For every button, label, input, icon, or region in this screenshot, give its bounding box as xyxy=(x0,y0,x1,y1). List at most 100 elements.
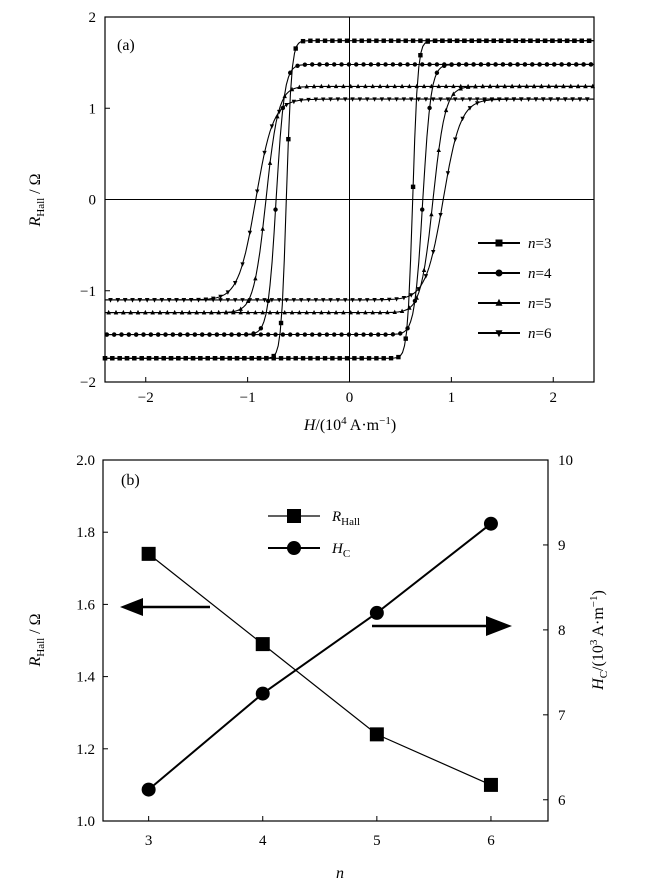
data-point xyxy=(355,83,361,89)
data-point xyxy=(533,97,539,102)
data-point xyxy=(401,295,407,301)
data-point xyxy=(247,298,253,303)
data-point xyxy=(427,62,432,67)
data-point xyxy=(416,97,421,102)
data-point xyxy=(293,46,298,51)
data-point xyxy=(262,298,267,303)
data-point xyxy=(368,332,374,337)
data-point xyxy=(421,267,427,272)
data-point xyxy=(405,62,410,67)
data-point xyxy=(460,116,465,122)
data-point xyxy=(390,332,396,337)
data-point xyxy=(333,310,339,315)
data-point xyxy=(253,310,258,315)
data-point xyxy=(194,310,199,315)
data-point xyxy=(407,305,412,310)
data-point xyxy=(267,160,273,165)
data-point xyxy=(519,97,524,102)
data-point xyxy=(394,97,399,102)
data-point xyxy=(412,62,418,67)
data-point xyxy=(240,298,245,303)
data-point xyxy=(374,356,379,361)
data-point xyxy=(486,62,491,67)
data-point xyxy=(310,332,315,337)
data-point xyxy=(552,62,557,67)
data-point xyxy=(414,83,419,89)
data-point xyxy=(410,38,416,43)
branch-descending xyxy=(105,98,594,301)
data-point xyxy=(322,356,328,361)
data-point xyxy=(199,332,205,337)
data-point xyxy=(476,38,482,43)
data-point xyxy=(308,38,313,43)
data-point xyxy=(330,356,335,361)
data-point xyxy=(302,332,308,337)
data-point xyxy=(394,297,399,302)
data-point xyxy=(553,83,559,89)
data-point xyxy=(421,83,427,89)
data-point xyxy=(170,332,176,337)
data-point xyxy=(119,332,124,337)
data-point xyxy=(155,332,161,337)
data-point xyxy=(500,62,506,67)
legend-label: n=6 xyxy=(528,326,552,342)
data-point xyxy=(289,310,295,315)
data-point xyxy=(218,294,223,300)
data-point xyxy=(350,298,355,303)
data-point xyxy=(354,62,359,67)
data-point xyxy=(487,83,493,89)
data-point xyxy=(372,97,377,102)
data-point xyxy=(282,310,287,315)
legend-label: n=3 xyxy=(528,236,551,252)
data-point xyxy=(388,38,394,43)
data-point xyxy=(423,274,429,279)
data-point xyxy=(289,86,295,92)
data-point xyxy=(581,62,586,67)
data-point xyxy=(150,310,155,315)
series-RHall xyxy=(141,546,498,792)
data-point xyxy=(517,83,522,89)
legend-marker xyxy=(495,239,503,247)
data-point xyxy=(201,310,207,315)
data-point xyxy=(286,356,291,361)
data-point xyxy=(198,356,203,361)
legend-a: n=3 n=4 n=5 n=6 xyxy=(478,236,552,342)
data-point xyxy=(423,97,429,102)
data-point xyxy=(176,356,181,361)
data-point xyxy=(315,356,320,361)
data-point xyxy=(102,356,108,361)
data-point xyxy=(128,310,133,315)
data-point xyxy=(264,355,269,361)
data-point xyxy=(291,298,297,303)
legend-b: RHall HC xyxy=(268,509,360,560)
data-point xyxy=(579,38,584,43)
data-point xyxy=(328,298,333,303)
data-point xyxy=(443,107,449,113)
data-point xyxy=(483,777,498,792)
data-point xyxy=(546,83,551,89)
data-point xyxy=(379,97,385,102)
data-point xyxy=(410,184,416,190)
data-point xyxy=(337,38,342,43)
data-point xyxy=(148,332,154,337)
data-point xyxy=(174,298,179,303)
data-point xyxy=(271,353,276,359)
data-point xyxy=(220,356,225,361)
data-point xyxy=(344,356,350,361)
data-point xyxy=(392,83,397,89)
data-point xyxy=(210,296,216,302)
data-point xyxy=(583,83,588,89)
data-point xyxy=(157,310,163,315)
data-point xyxy=(377,309,383,315)
data-point xyxy=(192,332,198,337)
data-point xyxy=(574,62,579,67)
x-tick-label: 1 xyxy=(448,390,456,406)
y-tick-label: 2 xyxy=(89,10,97,26)
data-point xyxy=(396,38,401,43)
data-point xyxy=(324,332,330,337)
data-point xyxy=(504,97,509,102)
data-point xyxy=(271,356,276,361)
data-point xyxy=(464,62,469,67)
data-point xyxy=(513,38,518,43)
